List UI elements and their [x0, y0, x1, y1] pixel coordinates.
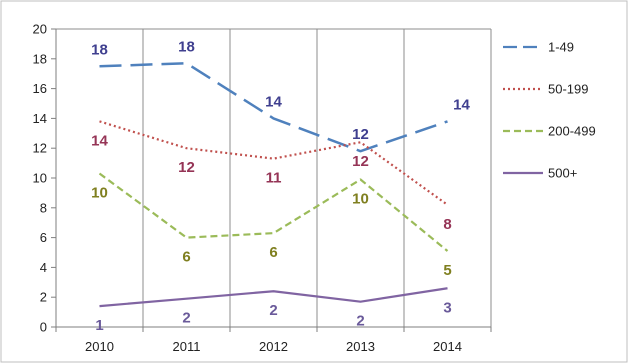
data-label: 18	[91, 41, 108, 58]
data-label: 1	[95, 317, 103, 334]
y-tick-label: 8	[40, 200, 47, 215]
legend-label: 200-499	[548, 124, 596, 139]
data-label: 11	[266, 170, 282, 187]
data-label: 18	[178, 38, 195, 55]
y-tick-label: 14	[33, 111, 47, 126]
data-label: 12	[352, 126, 369, 143]
y-tick-label: 2	[40, 290, 47, 305]
x-tick-label: 2010	[85, 339, 114, 354]
data-label: 6	[269, 244, 277, 261]
data-label: 14	[91, 132, 108, 149]
data-label: 10	[91, 185, 108, 202]
y-tick-label: 20	[33, 22, 47, 37]
series-group	[98, 62, 449, 308]
y-tick-label: 4	[40, 260, 47, 275]
data-label: 14	[265, 93, 282, 110]
data-label: 3	[443, 299, 451, 316]
y-tick-label: 0	[40, 320, 47, 335]
legend-label: 1-49	[548, 40, 574, 55]
data-label: 2	[182, 310, 190, 327]
series-line-50-199	[99, 120, 449, 206]
legend: 1-49 50-199 200-499 500+	[503, 40, 596, 181]
x-tick-label: 2011	[173, 339, 201, 354]
data-label: 10	[352, 190, 369, 207]
x-tick-label: 2012	[259, 339, 288, 354]
y-tick-label: 18	[33, 51, 47, 66]
x-tick-label: 2013	[346, 339, 375, 354]
legend-label: 500+	[548, 166, 577, 181]
series-line-500+	[99, 287, 448, 308]
x-tick-label: 2014	[433, 339, 462, 354]
series-line-1-49	[99, 62, 448, 153]
y-tick-label: 12	[33, 141, 47, 156]
y-tick-label: 10	[33, 171, 47, 186]
y-tick-label: 6	[40, 230, 47, 245]
grid-lines	[56, 28, 492, 327]
data-label: 14	[453, 96, 470, 113]
data-label: 2	[356, 313, 364, 330]
data-label: 5	[443, 262, 451, 279]
data-label: 8	[443, 216, 451, 233]
data-label: 12	[352, 153, 369, 170]
series-line-200-499	[98, 172, 449, 252]
data-label: 12	[178, 159, 195, 176]
y-tick-label: 16	[33, 81, 47, 96]
data-label: 6	[182, 249, 190, 266]
legend-label: 50-199	[548, 82, 588, 97]
data-label: 2	[269, 302, 277, 319]
